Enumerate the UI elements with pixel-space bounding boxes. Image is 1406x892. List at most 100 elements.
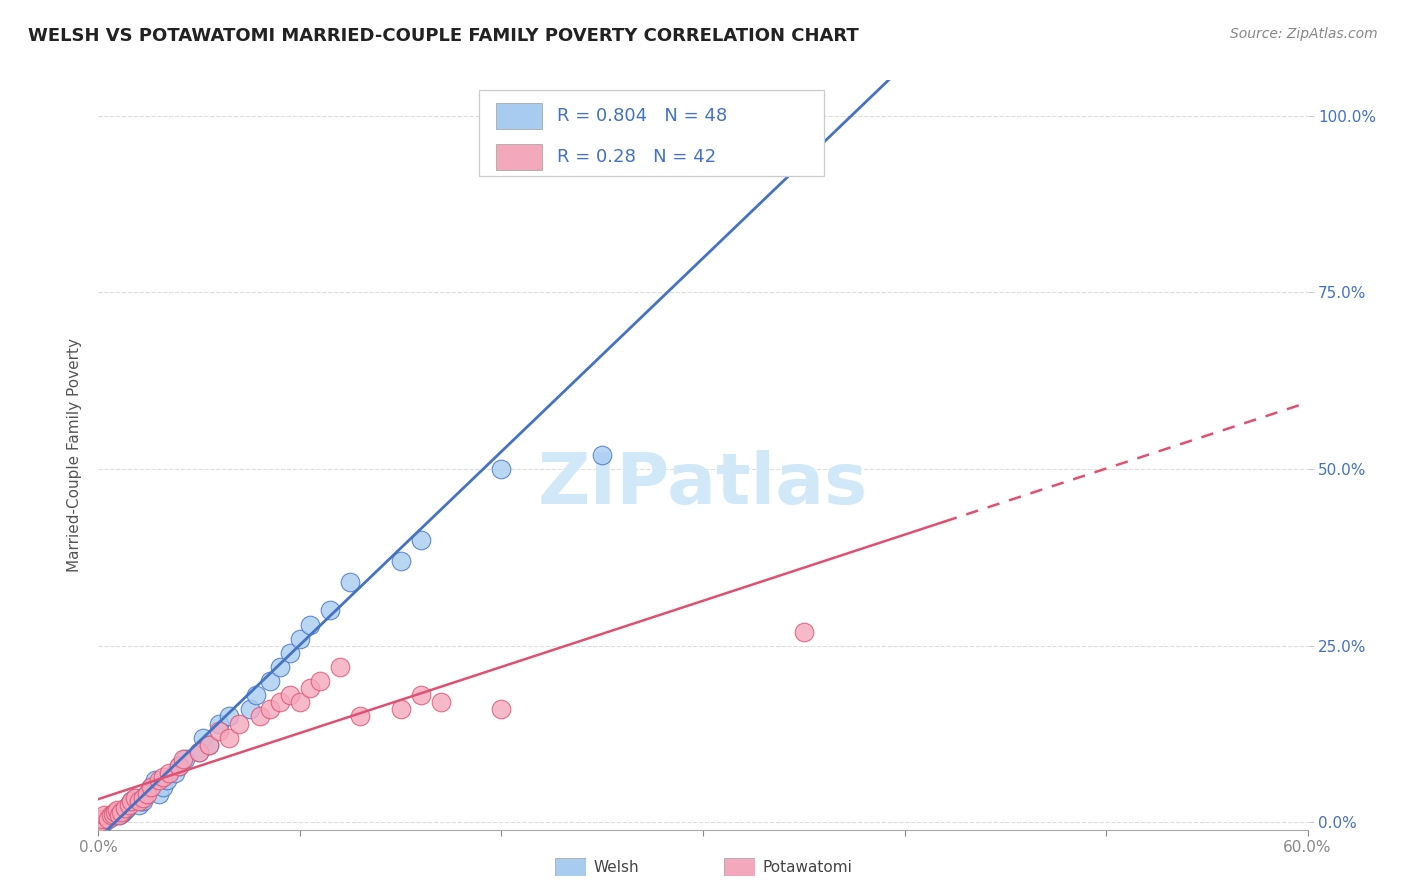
Text: R = 0.804   N = 48: R = 0.804 N = 48 bbox=[557, 107, 727, 125]
Point bbox=[107, 808, 129, 822]
Point bbox=[132, 790, 155, 805]
FancyBboxPatch shape bbox=[496, 103, 543, 128]
Point bbox=[129, 794, 152, 808]
Point bbox=[91, 812, 114, 826]
Point bbox=[118, 797, 141, 812]
Point bbox=[299, 681, 322, 696]
Y-axis label: Married-Couple Family Poverty: Married-Couple Family Poverty bbox=[67, 338, 83, 572]
Point bbox=[278, 646, 301, 660]
Point bbox=[249, 709, 271, 723]
Point bbox=[124, 790, 146, 805]
Point bbox=[208, 723, 231, 738]
Point bbox=[120, 794, 142, 808]
Point bbox=[430, 695, 453, 709]
Point bbox=[120, 794, 142, 808]
Point bbox=[128, 797, 150, 812]
Point bbox=[156, 773, 179, 788]
Text: Source: ZipAtlas.com: Source: ZipAtlas.com bbox=[1230, 27, 1378, 41]
Text: ZIPatlas: ZIPatlas bbox=[538, 450, 868, 519]
Point bbox=[339, 575, 361, 590]
Point bbox=[239, 702, 262, 716]
Point bbox=[115, 801, 138, 815]
Point bbox=[228, 716, 250, 731]
Point bbox=[349, 709, 371, 723]
Point bbox=[278, 688, 301, 702]
Point bbox=[288, 632, 311, 646]
Point bbox=[259, 674, 281, 689]
Point bbox=[103, 808, 125, 822]
Point bbox=[491, 462, 513, 476]
Point bbox=[188, 745, 211, 759]
Point bbox=[110, 807, 132, 822]
Point bbox=[172, 752, 194, 766]
Point bbox=[100, 808, 122, 822]
Point bbox=[152, 770, 174, 784]
Point bbox=[174, 752, 197, 766]
Point bbox=[93, 815, 115, 830]
Point bbox=[96, 812, 118, 826]
Point bbox=[148, 787, 170, 801]
Point bbox=[143, 773, 166, 788]
Point bbox=[93, 808, 115, 822]
Point bbox=[309, 674, 332, 689]
Point bbox=[329, 660, 352, 674]
Point bbox=[208, 716, 231, 731]
Point bbox=[139, 780, 162, 794]
Point bbox=[288, 695, 311, 709]
Point bbox=[163, 766, 186, 780]
FancyBboxPatch shape bbox=[496, 145, 543, 170]
Point bbox=[101, 808, 124, 822]
Point bbox=[111, 805, 134, 819]
Point bbox=[124, 790, 146, 805]
Point bbox=[269, 695, 291, 709]
Point bbox=[89, 815, 111, 830]
Point bbox=[110, 805, 132, 819]
Point bbox=[101, 807, 124, 822]
Point bbox=[128, 794, 150, 808]
Point bbox=[100, 810, 122, 824]
Point bbox=[105, 805, 128, 819]
Point bbox=[89, 815, 111, 830]
Point bbox=[97, 812, 120, 826]
Point bbox=[167, 759, 190, 773]
Point bbox=[269, 660, 291, 674]
Point bbox=[188, 745, 211, 759]
Point bbox=[132, 794, 155, 808]
Point bbox=[139, 780, 162, 794]
Point bbox=[389, 554, 412, 568]
Text: R = 0.28   N = 42: R = 0.28 N = 42 bbox=[557, 148, 716, 166]
Point bbox=[167, 759, 190, 773]
Point bbox=[157, 766, 180, 780]
Point bbox=[198, 738, 221, 752]
Point bbox=[793, 624, 815, 639]
Point bbox=[193, 731, 215, 745]
Point bbox=[91, 815, 114, 830]
Point bbox=[259, 702, 281, 716]
Point bbox=[135, 787, 157, 801]
FancyBboxPatch shape bbox=[479, 90, 824, 177]
Point bbox=[97, 812, 120, 826]
Point bbox=[135, 787, 157, 801]
Point bbox=[299, 617, 322, 632]
Point bbox=[733, 109, 755, 123]
Text: Potawatomi: Potawatomi bbox=[762, 860, 852, 874]
Point bbox=[152, 780, 174, 794]
Point bbox=[591, 448, 613, 462]
Point bbox=[114, 801, 136, 815]
Point bbox=[491, 702, 513, 716]
Point bbox=[118, 797, 141, 812]
Point bbox=[218, 731, 240, 745]
Point bbox=[198, 738, 221, 752]
Point bbox=[105, 803, 128, 817]
Point bbox=[245, 688, 267, 702]
Point bbox=[409, 533, 432, 547]
Point bbox=[148, 773, 170, 788]
Point bbox=[389, 702, 412, 716]
Point bbox=[409, 688, 432, 702]
Point bbox=[107, 808, 129, 822]
Point bbox=[218, 709, 240, 723]
Point bbox=[319, 603, 342, 617]
Point bbox=[114, 803, 136, 817]
Text: WELSH VS POTAWATOMI MARRIED-COUPLE FAMILY POVERTY CORRELATION CHART: WELSH VS POTAWATOMI MARRIED-COUPLE FAMIL… bbox=[28, 27, 859, 45]
Point bbox=[103, 805, 125, 819]
